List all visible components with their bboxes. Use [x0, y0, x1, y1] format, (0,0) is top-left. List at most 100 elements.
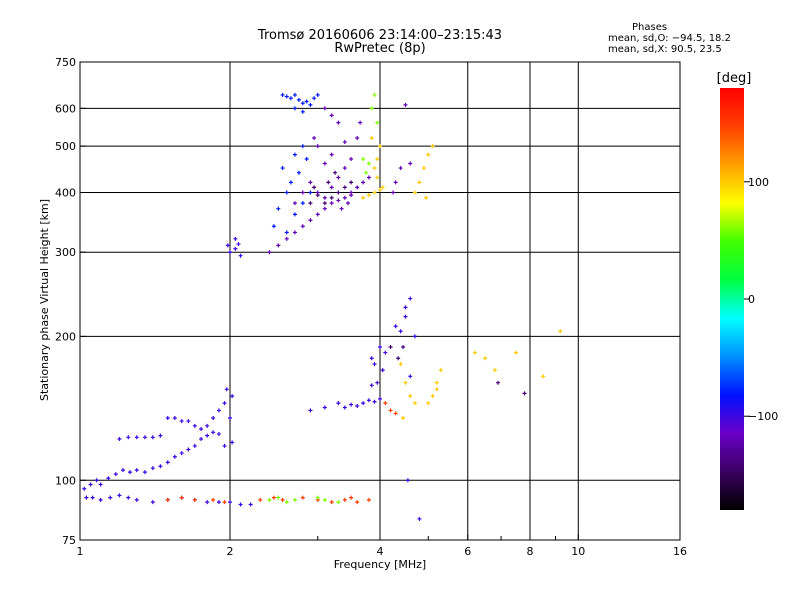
colorbar-tick-label: −100 [748, 410, 778, 423]
x-tick-label: 6 [464, 545, 471, 558]
data-point [329, 195, 334, 200]
data-point [434, 387, 439, 392]
data-point [300, 495, 305, 500]
data-point [300, 144, 305, 149]
data-point [378, 396, 382, 401]
data-point [483, 356, 488, 361]
data-point [355, 136, 360, 141]
data-point [336, 500, 341, 505]
data-point [308, 218, 313, 223]
colorbar-ticks: 100 0 −100 [744, 176, 778, 423]
data-point [398, 362, 403, 367]
y-axis-ticks: 75 100 200 300 400 500 600 750 [55, 56, 86, 547]
colorbar-label: [deg] [717, 71, 752, 86]
data-point [222, 443, 227, 448]
data-point [369, 383, 374, 388]
data-point [424, 195, 429, 200]
data-point [495, 380, 500, 385]
data-point [94, 478, 99, 483]
data-point [216, 431, 221, 436]
data-point [308, 201, 313, 206]
data-point [121, 468, 126, 473]
data-point [364, 170, 369, 175]
data-point [472, 350, 477, 355]
data-point [383, 350, 388, 355]
data-point [380, 368, 385, 373]
data-point [300, 201, 305, 206]
data-point [378, 144, 382, 149]
data-point [312, 185, 317, 190]
data-point [150, 435, 155, 440]
data-point [199, 436, 204, 441]
data-point [90, 495, 95, 500]
data-point [398, 329, 403, 334]
data-point [322, 161, 327, 166]
grid-lines [80, 62, 680, 540]
data-point [378, 345, 382, 350]
data-point [205, 423, 210, 428]
data-point [84, 495, 89, 500]
stats-line-o: mean, sd,O: −94.5, 18.2 [608, 33, 731, 44]
data-point [258, 497, 263, 502]
data-point [296, 97, 301, 102]
data-point [205, 433, 210, 438]
data-point [412, 190, 417, 195]
data-point [342, 166, 347, 171]
data-point [150, 500, 155, 505]
data-point [336, 120, 341, 125]
data-point [199, 427, 204, 432]
data-point [349, 402, 354, 407]
data-point [304, 157, 309, 162]
data-point [380, 185, 385, 190]
data-point [366, 398, 371, 403]
data-point [366, 175, 371, 180]
data-point [349, 180, 354, 185]
data-point [315, 92, 320, 97]
data-point [408, 374, 413, 379]
data-point [391, 190, 396, 195]
data-point [322, 405, 327, 410]
data-point [342, 497, 347, 502]
data-point [296, 170, 301, 175]
x-axis-label: Frequency [MHz] [334, 558, 426, 571]
data-point [192, 443, 197, 448]
x-axis-ticks: 1 2 4 6 8 10 16 [77, 534, 687, 558]
y-tick-label: 300 [55, 246, 76, 259]
y-tick-label: 750 [55, 56, 76, 69]
data-point [172, 415, 177, 420]
data-point [408, 394, 413, 399]
data-point [228, 250, 232, 255]
data-point [366, 497, 371, 502]
data-point [326, 180, 331, 185]
data-point [372, 399, 377, 404]
data-point [292, 106, 297, 111]
data-point [284, 236, 289, 241]
data-point [405, 478, 410, 483]
data-point [126, 435, 131, 440]
data-point [230, 440, 235, 445]
data-point [398, 166, 403, 171]
data-point [228, 500, 232, 505]
data-point [134, 435, 139, 440]
data-point [292, 497, 297, 502]
data-point [430, 144, 435, 149]
data-point [401, 345, 406, 350]
data-point [98, 482, 103, 487]
data-point [216, 408, 221, 413]
data-point [369, 356, 374, 361]
data-point [172, 454, 177, 459]
data-point [388, 345, 393, 350]
data-point [329, 152, 334, 157]
data-point [238, 502, 243, 507]
data-point [271, 224, 276, 229]
data-point [280, 497, 285, 502]
data-point [98, 497, 103, 502]
data-point [113, 472, 118, 477]
data-point [522, 391, 527, 396]
data-point [369, 106, 374, 111]
colorbar-tick-label: 0 [748, 293, 755, 306]
data-point [288, 96, 293, 101]
data-point [165, 415, 170, 420]
data-point [179, 419, 184, 424]
data-point [345, 201, 350, 206]
